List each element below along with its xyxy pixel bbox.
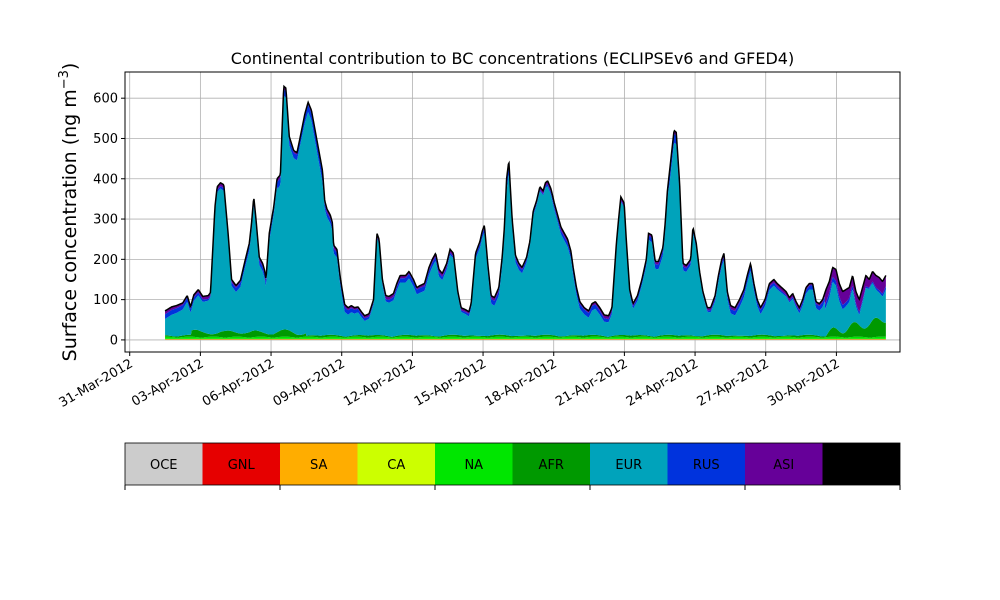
legend-swatch-afr bbox=[512, 443, 590, 485]
y-tick-label: 500 bbox=[93, 132, 118, 147]
area-na bbox=[165, 336, 886, 339]
legend-label: NA bbox=[464, 458, 483, 473]
y-axis-ticks: 0 100 200 300 400 500 600 bbox=[93, 92, 125, 348]
y-tick-label: 600 bbox=[93, 92, 118, 107]
total-line bbox=[164, 84, 887, 317]
legend: OCE GNL SA CA NA AFR EUR RUS ASI AUS bbox=[124, 442, 901, 490]
legend-label: AFR bbox=[539, 458, 564, 473]
legend-label: AUS bbox=[848, 458, 875, 473]
legend-label: ASI bbox=[773, 458, 794, 473]
y-axis-label: Surface concentration (ng m−3) bbox=[57, 63, 81, 362]
y-axis-label-main: Surface concentration (ng m bbox=[59, 89, 81, 361]
legend-label: GNL bbox=[228, 458, 256, 473]
y-axis-label-close: ) bbox=[59, 63, 81, 70]
legend-swatch-eur bbox=[590, 443, 668, 485]
axes-frame bbox=[124, 71, 901, 353]
legend-label: RUS bbox=[693, 458, 720, 473]
area-eur bbox=[165, 96, 886, 337]
y-tick-label: 300 bbox=[93, 213, 118, 228]
legend-swatch-na bbox=[435, 443, 513, 485]
legend-frame bbox=[124, 442, 901, 486]
legend-swatch-asi bbox=[745, 443, 823, 485]
y-tick-label: 400 bbox=[93, 172, 118, 187]
legend-label: EUR bbox=[615, 458, 642, 473]
y-tick-label: 200 bbox=[93, 253, 118, 268]
plot-area bbox=[124, 71, 901, 353]
area-afr bbox=[165, 317, 886, 338]
y-axis-label-exponent: −3 bbox=[57, 70, 72, 89]
legend-swatch-gnl bbox=[202, 443, 280, 485]
y-tick-label: 0 bbox=[110, 333, 118, 348]
legend-swatch-sa bbox=[280, 443, 358, 485]
legend-label: CA bbox=[387, 458, 405, 473]
stacked-areas bbox=[164, 84, 887, 340]
chart-title: Continental contribution to BC concentra… bbox=[231, 49, 794, 68]
legend-label: SA bbox=[310, 458, 327, 473]
y-tick-label: 100 bbox=[93, 293, 118, 308]
legend-swatch-ca bbox=[357, 443, 435, 485]
legend-swatch-aus bbox=[822, 443, 900, 485]
legend-label: OCE bbox=[150, 458, 178, 473]
legend-swatch-oce bbox=[125, 443, 203, 485]
legend-swatch-rus bbox=[667, 443, 745, 485]
